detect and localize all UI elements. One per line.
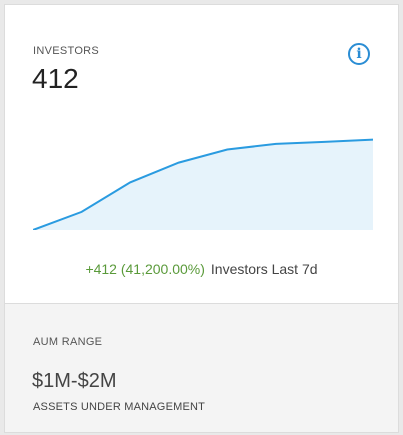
chart-caption: +412 (41,200.00%) Investors Last 7d bbox=[5, 261, 398, 277]
chart-line bbox=[33, 138, 373, 230]
investors-chart bbox=[33, 138, 373, 230]
aum-value: $1M-$2M bbox=[32, 370, 117, 392]
aum-section: AUM RANGE $1M-$2M ASSETS UNDER MANAGEMEN… bbox=[5, 303, 398, 432]
info-icon[interactable]: i bbox=[348, 43, 370, 65]
investors-card: INVESTORS 412 i +412 (41,200.00%) Investo… bbox=[4, 4, 399, 433]
investors-section: INVESTORS 412 i +412 (41,200.00%) Investo… bbox=[5, 5, 398, 303]
investors-label: INVESTORS bbox=[33, 45, 100, 57]
aum-sublabel: ASSETS UNDER MANAGEMENT bbox=[33, 401, 206, 413]
investors-count: 412 bbox=[32, 63, 79, 94]
investors-change: +412 (41,200.00%) bbox=[85, 261, 205, 277]
aum-label: AUM RANGE bbox=[33, 336, 103, 348]
chart-area bbox=[33, 139, 373, 230]
investors-caption: Investors Last 7d bbox=[210, 261, 318, 277]
